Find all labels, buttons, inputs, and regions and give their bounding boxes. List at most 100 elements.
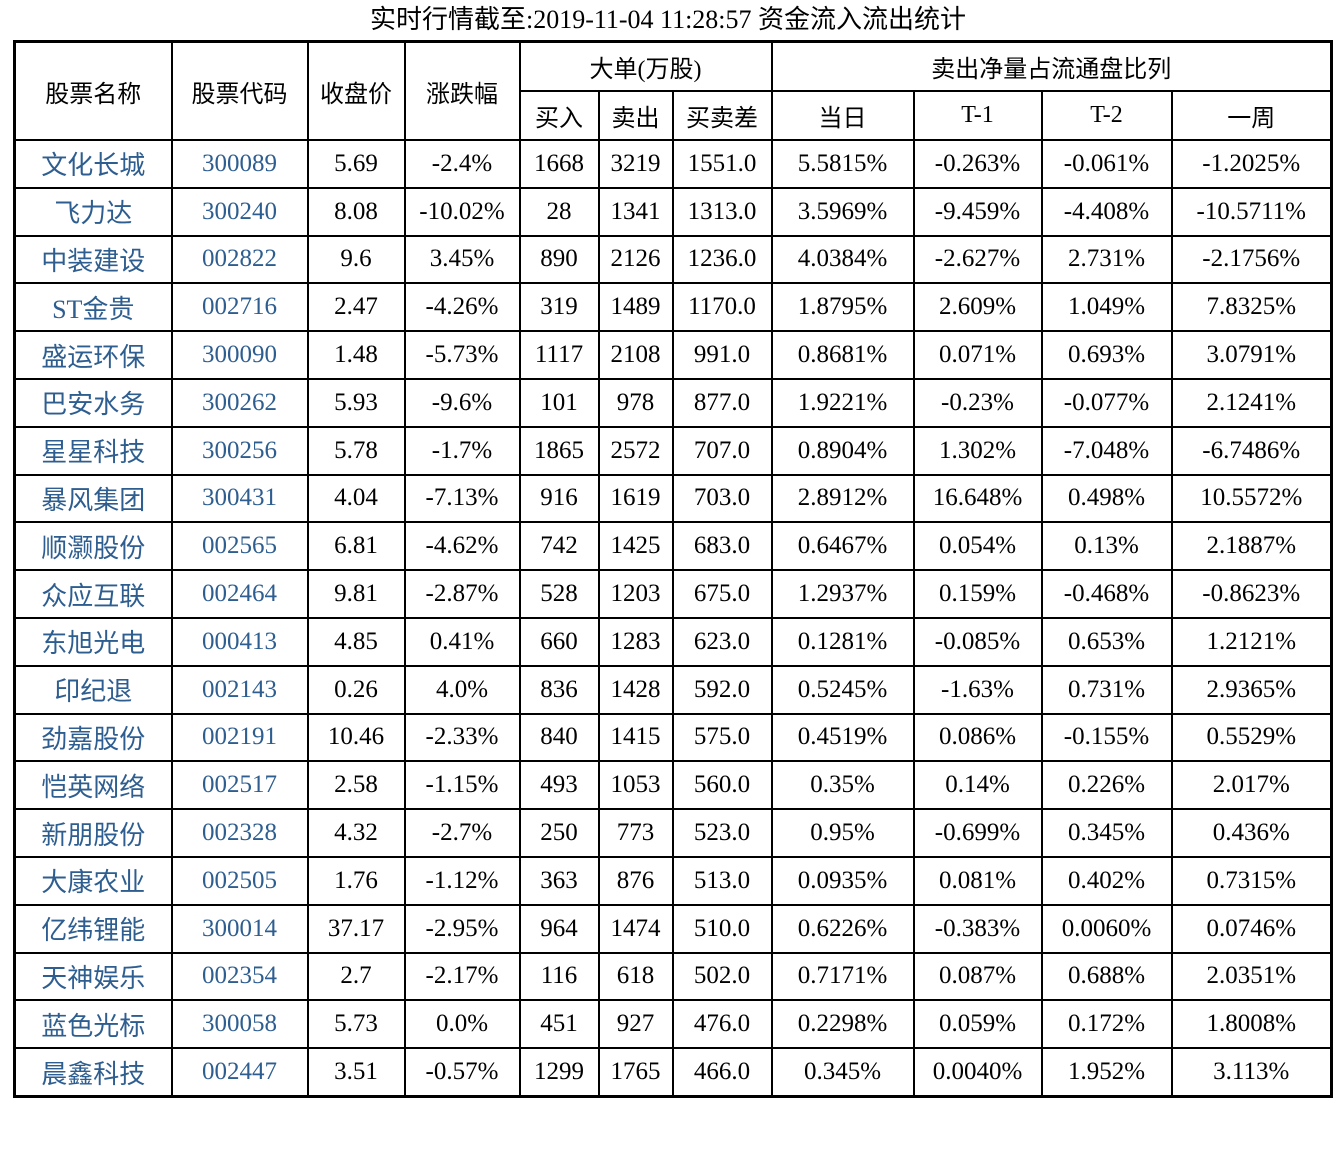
stock-code-cell[interactable]: 300262 — [170, 377, 309, 428]
stock-code-cell[interactable]: 300089 — [170, 139, 309, 189]
stock-code-cell[interactable]: 300058 — [170, 999, 309, 1050]
ratio-t-minus-1-cell: -1.63% — [912, 664, 1043, 715]
ratio-one-week-cell: 2.9365% — [1170, 664, 1333, 715]
sell-volume-cell: 1425 — [597, 521, 674, 572]
ratio-t-minus-2-cell: 0.345% — [1040, 808, 1173, 858]
buy-sell-diff-cell: 683.0 — [671, 521, 773, 572]
stock-code-cell[interactable]: 002191 — [170, 712, 309, 763]
stock-code-cell[interactable]: 002354 — [170, 951, 309, 1002]
change-pct-cell: -1.7% — [403, 425, 521, 476]
change-pct-cell: 4.0% — [403, 664, 521, 715]
change-pct-cell: 0.0% — [403, 999, 521, 1050]
ratio-t-minus-1-cell: 1.302% — [912, 425, 1043, 476]
stock-code-cell[interactable]: 002447 — [170, 1047, 309, 1098]
stock-code-cell[interactable]: 000413 — [170, 616, 309, 667]
change-pct-cell: -4.26% — [403, 282, 521, 333]
sell-volume-cell: 876 — [597, 855, 674, 906]
close-price-cell: 4.85 — [306, 616, 406, 667]
stock-name-cell[interactable]: 文化长城 — [13, 139, 173, 189]
col-header-buy: 买入 — [518, 90, 600, 141]
stock-code-cell[interactable]: 300240 — [170, 186, 309, 237]
stock-name-cell[interactable]: 暴风集团 — [13, 473, 173, 524]
stock-name-cell[interactable]: ST金贵 — [13, 282, 173, 333]
table-row: 晨鑫科技 002447 3.51 -0.57% 1299 1765 466.0 0.345% 0… — [13, 1047, 1333, 1098]
stock-name-cell[interactable]: 晨鑫科技 — [13, 1047, 173, 1098]
ratio-today-cell: 1.2937% — [770, 569, 915, 619]
ratio-one-week-cell: 10.5572% — [1170, 473, 1333, 524]
stock-name-cell[interactable]: 天神娱乐 — [13, 951, 173, 1002]
stock-code-cell[interactable]: 002464 — [170, 569, 309, 619]
ratio-today-cell: 5.5815% — [770, 139, 915, 189]
stock-code-cell[interactable]: 300090 — [170, 330, 309, 380]
stock-code-cell[interactable]: 002143 — [170, 664, 309, 715]
stock-name-cell[interactable]: 印纪退 — [13, 664, 173, 715]
stock-name-cell[interactable]: 劲嘉股份 — [13, 712, 173, 763]
change-pct-cell: -1.12% — [403, 855, 521, 906]
buy-volume-cell: 916 — [518, 473, 600, 524]
close-price-cell: 5.73 — [306, 999, 406, 1050]
ratio-t-minus-1-cell: 0.054% — [912, 521, 1043, 572]
table-row: 大康农业 002505 1.76 -1.12% 363 876 513.0 0.0935% 0.… — [13, 855, 1333, 906]
stock-name-cell[interactable]: 东旭光电 — [13, 616, 173, 667]
close-price-cell: 2.47 — [306, 282, 406, 333]
stock-name-cell[interactable]: 众应互联 — [13, 569, 173, 619]
stock-code-cell[interactable]: 002517 — [170, 760, 309, 811]
stock-code-cell[interactable]: 300431 — [170, 473, 309, 524]
close-price-cell: 5.78 — [306, 425, 406, 476]
table-row: 新朋股份 002328 4.32 -2.7% 250 773 523.0 0.95% -0.69… — [13, 808, 1333, 858]
close-price-cell: 37.17 — [306, 903, 406, 954]
stock-code-cell[interactable]: 300256 — [170, 425, 309, 476]
buy-volume-cell: 528 — [518, 569, 600, 619]
col-header-today: 当日 — [770, 90, 915, 141]
ratio-today-cell: 4.0384% — [770, 234, 915, 285]
sell-volume-cell: 3219 — [597, 139, 674, 189]
ratio-today-cell: 0.8681% — [770, 330, 915, 380]
buy-volume-cell: 1117 — [518, 330, 600, 380]
stock-name-cell[interactable]: 恺英网络 — [13, 760, 173, 811]
ratio-one-week-cell: -6.7486% — [1170, 425, 1333, 476]
stock-name-cell[interactable]: 亿纬锂能 — [13, 903, 173, 954]
stock-code-cell[interactable]: 002505 — [170, 855, 309, 906]
table-row: 劲嘉股份 002191 10.46 -2.33% 840 1415 575.0 0.4519%… — [13, 712, 1333, 763]
buy-volume-cell: 451 — [518, 999, 600, 1050]
stock-code-cell[interactable]: 002328 — [170, 808, 309, 858]
ratio-t-minus-2-cell: -4.408% — [1040, 186, 1173, 237]
stock-name-cell[interactable]: 中装建设 — [13, 234, 173, 285]
stock-code-cell[interactable]: 300014 — [170, 903, 309, 954]
ratio-t-minus-2-cell: 0.653% — [1040, 616, 1173, 667]
change-pct-cell: -9.6% — [403, 377, 521, 428]
stock-name-cell[interactable]: 星星科技 — [13, 425, 173, 476]
change-pct-cell: -10.02% — [403, 186, 521, 237]
stock-name-cell[interactable]: 飞力达 — [13, 186, 173, 237]
stock-name-cell[interactable]: 蓝色光标 — [13, 999, 173, 1050]
close-price-cell: 0.26 — [306, 664, 406, 715]
stock-code-cell[interactable]: 002565 — [170, 521, 309, 572]
ratio-t-minus-1-cell: -0.263% — [912, 139, 1043, 189]
close-price-cell: 5.93 — [306, 377, 406, 428]
col-header-stock-code: 股票代码 — [170, 40, 309, 141]
stock-name-cell[interactable]: 大康农业 — [13, 855, 173, 906]
buy-sell-diff-cell: 560.0 — [671, 760, 773, 811]
page-title: 实时行情截至:2019-11-04 11:28:57 资金流入流出统计 — [369, 5, 967, 34]
table-header: 股票名称 股票代码 收盘价 涨跌幅 大单(万股) 卖出净量占流通盘比列 买入 卖… — [13, 40, 1333, 141]
col-group-big-orders: 大单(万股) — [518, 40, 773, 92]
buy-volume-cell: 1865 — [518, 425, 600, 476]
stock-name-cell[interactable]: 新朋股份 — [13, 808, 173, 858]
stock-name-cell[interactable]: 巴安水务 — [13, 377, 173, 428]
change-pct-cell: -0.57% — [403, 1047, 521, 1098]
buy-sell-diff-cell: 466.0 — [671, 1047, 773, 1098]
ratio-one-week-cell: 2.1241% — [1170, 377, 1333, 428]
sell-volume-cell: 1428 — [597, 664, 674, 715]
stock-code-cell[interactable]: 002822 — [170, 234, 309, 285]
stock-name-cell[interactable]: 顺灏股份 — [13, 521, 173, 572]
close-price-cell: 8.08 — [306, 186, 406, 237]
buy-volume-cell: 493 — [518, 760, 600, 811]
ratio-t-minus-2-cell: 0.0060% — [1040, 903, 1173, 954]
ratio-one-week-cell: -2.1756% — [1170, 234, 1333, 285]
ratio-today-cell: 1.9221% — [770, 377, 915, 428]
stock-code-cell[interactable]: 002716 — [170, 282, 309, 333]
ratio-t-minus-2-cell: -0.155% — [1040, 712, 1173, 763]
stock-name-cell[interactable]: 盛运环保 — [13, 330, 173, 380]
close-price-cell: 9.81 — [306, 569, 406, 619]
